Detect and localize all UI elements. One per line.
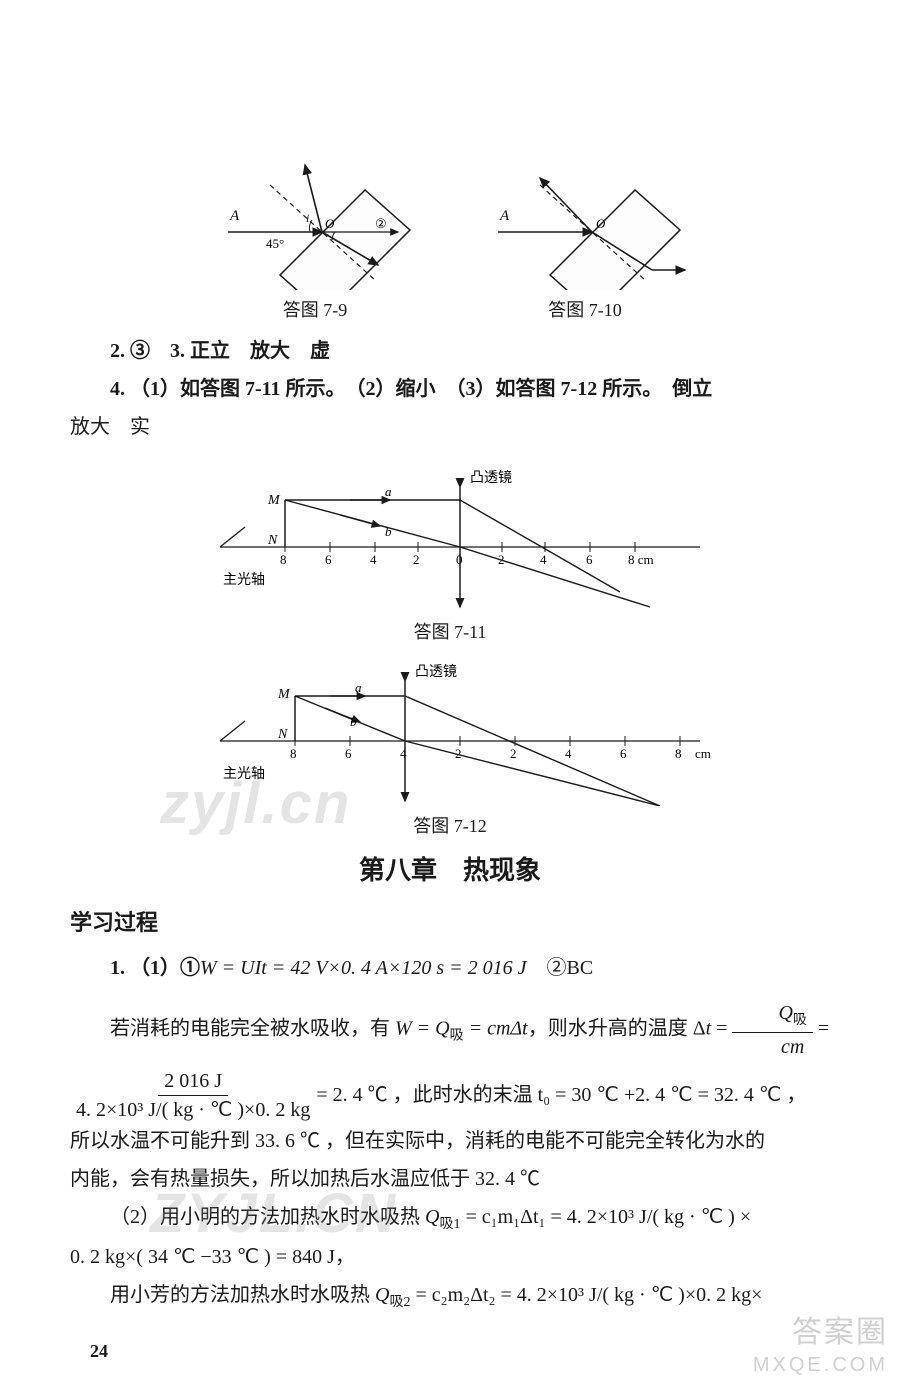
svg-text:M: M (277, 687, 291, 702)
diagram-7-9: A 45° i O ② (210, 120, 420, 290)
q1-line3: 2 016 J 4. 2×10³ J/( kg · ℃ )×0. 2 kg = … (70, 1069, 830, 1122)
label-O: O (596, 216, 606, 231)
svg-text:M: M (267, 493, 281, 508)
q2-line2: 0. 2 kg×( 34 ℃ −33 ℃ ) = 840 J， (70, 1238, 830, 1276)
label-i: i (306, 211, 309, 225)
answer-4-tail: 放大 实 (70, 408, 830, 446)
svg-text:cm: cm (695, 746, 710, 761)
svg-text:2: 2 (413, 552, 420, 567)
label-A: A (229, 208, 240, 224)
svg-text:主光轴: 主光轴 (223, 766, 265, 782)
q2-line1: （2）用小明的方法加热水时水吸热 Q吸1 = c₁m₁Δt₁ = 4. 2×10… (70, 1198, 830, 1239)
chapter-heading: 第八章 热现象 (70, 850, 830, 887)
page-number: 24 (90, 1341, 108, 1362)
svg-text:8 cm: 8 cm (628, 552, 654, 567)
figure-7-11: 86 42 02 46 8 cm 凸透镜 主光轴 M N a b 答图 7-11 (70, 452, 830, 644)
diagram-7-11: 86 42 02 46 8 cm 凸透镜 主光轴 M N a b (190, 452, 710, 612)
caption-7-9: 答图 7-9 (283, 296, 348, 322)
answer-2-3: 2. ③ 3. 正立 放大 虚 (70, 332, 830, 370)
q1-line2: 若消耗的电能完全被水吸收，有 W = Q吸 = cmΔt，则水升高的温度 Δt … (70, 1001, 830, 1059)
svg-text:8: 8 (675, 746, 682, 761)
svg-text:6: 6 (325, 552, 332, 567)
label-A: A (499, 208, 510, 224)
svg-text:凸透镜: 凸透镜 (470, 470, 512, 486)
corner-watermark: 答案圈 MXQE.COM (753, 1313, 888, 1378)
q1-line4: 所以水温不可能升到 33. 6 ℃ ，但在实际中，消耗的电能不可能完全转化为水的 (70, 1122, 830, 1160)
svg-text:6: 6 (345, 746, 352, 761)
label-angle: 45° (266, 236, 284, 251)
svg-text:4: 4 (400, 746, 407, 761)
svg-text:凸透镜: 凸透镜 (415, 664, 457, 680)
diagram-7-10: A O (480, 120, 690, 290)
figure-7-9: A 45° i O ② 答图 7-9 (210, 120, 420, 322)
svg-text:8: 8 (290, 746, 297, 761)
svg-text:a: a (355, 680, 362, 695)
svg-text:4: 4 (540, 552, 547, 567)
label-O: O (325, 216, 335, 231)
figure-7-12: 86 42 24 68 cm 凸透镜 主光轴 M N a b 答图 7-12 (70, 646, 830, 838)
svg-text:N: N (277, 727, 288, 742)
svg-text:N: N (267, 533, 278, 548)
label-2: ② (375, 216, 387, 231)
svg-text:主光轴: 主光轴 (223, 572, 265, 588)
svg-text:6: 6 (620, 746, 627, 761)
answer-4-head: 4. （1）如答图 7-11 所示。 （2）缩小 （3）如答图 7-12 所示。… (70, 370, 830, 408)
diagram-7-12: 86 42 24 68 cm 凸透镜 主光轴 M N a b (190, 646, 710, 806)
svg-text:4: 4 (565, 746, 572, 761)
q2-line3: 用小芳的方法加热水时水吸热 Q吸2 = c₂m₂Δt₂ = 4. 2×10³ J… (70, 1276, 830, 1317)
figure-row-7-9-10: A 45° i O ② 答图 7-9 A O 答图 7-10 (70, 120, 830, 322)
svg-text:b: b (350, 714, 357, 729)
caption-7-12: 答图 7-12 (413, 812, 487, 838)
q1-line1: 1. （1）①W = UIt = 42 V×0. 4 A×120 s = 2 0… (70, 949, 830, 987)
svg-text:6: 6 (586, 552, 593, 567)
q1-line5: 内能，会有热量损失，所以加热后水温应低于 32. 4 ℃ (70, 1160, 830, 1198)
svg-text:a: a (385, 484, 392, 499)
svg-text:8: 8 (280, 552, 287, 567)
section-heading: 学习过程 (70, 905, 830, 937)
svg-text:4: 4 (370, 552, 377, 567)
svg-text:b: b (385, 524, 392, 539)
figure-7-10: A O 答图 7-10 (480, 120, 690, 322)
caption-7-11: 答图 7-11 (414, 618, 487, 644)
caption-7-10: 答图 7-10 (548, 296, 622, 322)
svg-text:2: 2 (510, 746, 517, 761)
